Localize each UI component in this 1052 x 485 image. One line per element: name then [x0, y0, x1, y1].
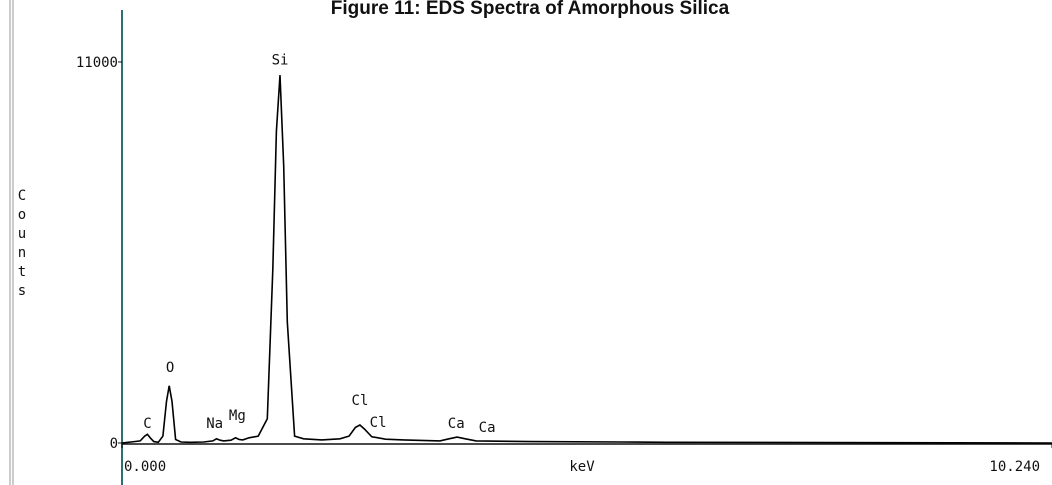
peak-label: Na — [206, 416, 223, 432]
chart-title: Figure 11: EDS Spectra of Amorphous Sili… — [331, 0, 730, 19]
peak-label: C — [143, 416, 151, 432]
y-tick-label: 0 — [110, 436, 118, 452]
peak-label: Si — [272, 53, 289, 69]
peak-label: Mg — [229, 408, 246, 424]
peak-label: Ca — [448, 416, 465, 432]
x-tick-label: 0.000 — [124, 459, 166, 475]
peak-label: Ca — [479, 420, 496, 436]
spectrum-line — [121, 75, 1052, 444]
peak-label: O — [166, 360, 174, 376]
x-tick-label: 10.240 — [989, 459, 1040, 475]
y-tick-label: 11000 — [76, 55, 118, 71]
peak-label: Cl — [352, 393, 369, 409]
peak-label: Cl — [370, 415, 387, 431]
x-axis-label: keV — [569, 459, 595, 475]
